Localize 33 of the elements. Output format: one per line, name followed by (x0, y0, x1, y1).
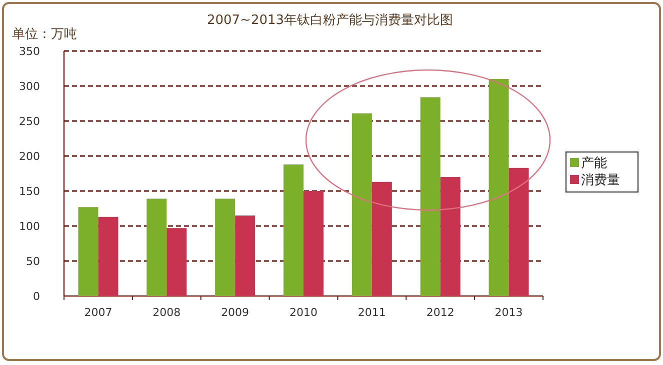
x-tick-label: 2007 (84, 306, 112, 319)
y-axis-title: 单位：万吨 (12, 27, 77, 42)
bar (78, 207, 98, 296)
x-tick-label: 2008 (152, 306, 181, 319)
y-tick-label: 350 (19, 45, 40, 58)
bar (420, 97, 440, 296)
y-tick-label: 50 (26, 255, 40, 268)
y-tick-label: 0 (33, 290, 40, 303)
bar (98, 216, 118, 296)
y-tick-label: 100 (19, 220, 40, 233)
bar (235, 216, 256, 296)
y-tick-label: 200 (19, 150, 40, 163)
chart-title: 2007~2013年钛白粉产能与消费量对比图 (206, 13, 454, 28)
bar (352, 113, 372, 296)
bar (304, 191, 324, 296)
x-tick-label: 2009 (221, 306, 250, 319)
bar (215, 198, 236, 296)
y-tick-label: 300 (19, 80, 40, 93)
bar (146, 198, 167, 296)
legend-label: 产能 (581, 156, 607, 171)
legend-label: 消费量 (581, 173, 620, 188)
x-tick-label: 2013 (494, 306, 523, 319)
x-tick-label: 2012 (426, 306, 454, 319)
bar (508, 168, 529, 296)
x-tick-label: 2010 (290, 306, 318, 319)
bar (166, 228, 187, 296)
bar (372, 182, 392, 296)
bar (440, 177, 460, 296)
y-tick-label: 150 (19, 185, 40, 198)
y-tick-label: 250 (19, 115, 40, 128)
bar (284, 164, 304, 296)
bar (488, 79, 509, 296)
x-tick-label: 2011 (358, 306, 386, 319)
